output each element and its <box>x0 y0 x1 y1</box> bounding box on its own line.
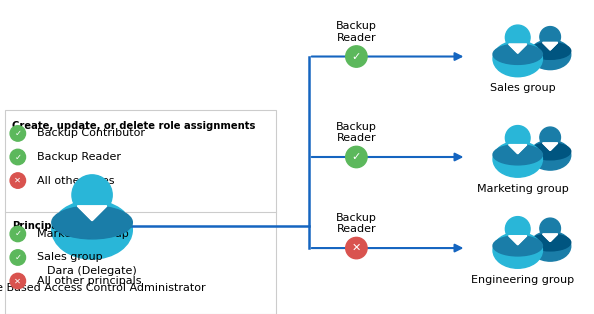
Ellipse shape <box>540 218 561 239</box>
Text: ✓: ✓ <box>352 51 361 62</box>
Polygon shape <box>543 143 558 150</box>
Polygon shape <box>508 236 527 245</box>
Ellipse shape <box>505 217 530 241</box>
Text: ✕: ✕ <box>14 176 21 185</box>
Ellipse shape <box>52 206 132 239</box>
FancyBboxPatch shape <box>5 110 276 314</box>
Polygon shape <box>543 42 558 50</box>
Polygon shape <box>508 44 527 53</box>
Text: Sales group: Sales group <box>37 252 102 263</box>
Polygon shape <box>77 206 107 221</box>
Ellipse shape <box>10 173 26 188</box>
Ellipse shape <box>493 145 542 165</box>
Ellipse shape <box>493 44 542 64</box>
Ellipse shape <box>346 237 367 259</box>
Text: Role Based Access Control Administrator: Role Based Access Control Administrator <box>0 283 206 293</box>
Ellipse shape <box>505 25 530 50</box>
Ellipse shape <box>530 231 571 261</box>
Ellipse shape <box>505 126 530 150</box>
Polygon shape <box>508 236 527 245</box>
Text: ✕: ✕ <box>14 277 21 285</box>
Polygon shape <box>543 42 558 50</box>
Ellipse shape <box>10 126 26 141</box>
Polygon shape <box>508 145 527 154</box>
Ellipse shape <box>10 226 26 242</box>
Polygon shape <box>543 234 558 241</box>
Text: ✕: ✕ <box>352 243 361 253</box>
Ellipse shape <box>530 40 571 70</box>
Polygon shape <box>508 145 527 154</box>
Ellipse shape <box>493 232 542 268</box>
Ellipse shape <box>530 143 571 160</box>
Ellipse shape <box>346 46 367 67</box>
Text: Create, update, or delete role assignments: Create, update, or delete role assignmen… <box>12 121 255 131</box>
Text: Backup
Reader: Backup Reader <box>336 213 377 234</box>
Polygon shape <box>508 44 527 53</box>
Text: Marketing group: Marketing group <box>477 183 568 193</box>
Text: All other roles: All other roles <box>37 176 114 186</box>
Ellipse shape <box>10 273 26 289</box>
Text: ✓: ✓ <box>352 152 361 162</box>
Text: Principals: Principals <box>12 221 68 231</box>
Text: ✓: ✓ <box>14 253 21 262</box>
Ellipse shape <box>530 234 571 251</box>
Text: ✓: ✓ <box>14 153 21 161</box>
Text: Backup
Reader: Backup Reader <box>336 21 377 43</box>
Ellipse shape <box>346 146 367 168</box>
Ellipse shape <box>493 236 542 256</box>
Text: Backup Reader: Backup Reader <box>37 152 121 162</box>
Ellipse shape <box>493 141 542 177</box>
Polygon shape <box>543 234 558 241</box>
Ellipse shape <box>530 42 571 59</box>
Ellipse shape <box>72 175 112 215</box>
Ellipse shape <box>52 200 132 259</box>
Polygon shape <box>543 143 558 150</box>
Ellipse shape <box>540 127 561 148</box>
Text: Backup
Reader: Backup Reader <box>336 122 377 143</box>
Text: All other principals: All other principals <box>37 276 141 286</box>
Ellipse shape <box>493 41 542 77</box>
Text: ✓: ✓ <box>14 129 21 138</box>
Text: ✓: ✓ <box>14 230 21 238</box>
Ellipse shape <box>540 27 561 47</box>
Text: Sales group: Sales group <box>490 83 555 93</box>
Ellipse shape <box>10 250 26 265</box>
Ellipse shape <box>530 140 571 170</box>
Polygon shape <box>77 206 107 221</box>
Text: Engineering group: Engineering group <box>471 274 574 284</box>
Text: Dara (Delegate): Dara (Delegate) <box>47 266 137 276</box>
Text: Marketing group: Marketing group <box>37 229 128 239</box>
Ellipse shape <box>10 149 26 165</box>
Text: Backup Contributor: Backup Contributor <box>37 128 145 138</box>
